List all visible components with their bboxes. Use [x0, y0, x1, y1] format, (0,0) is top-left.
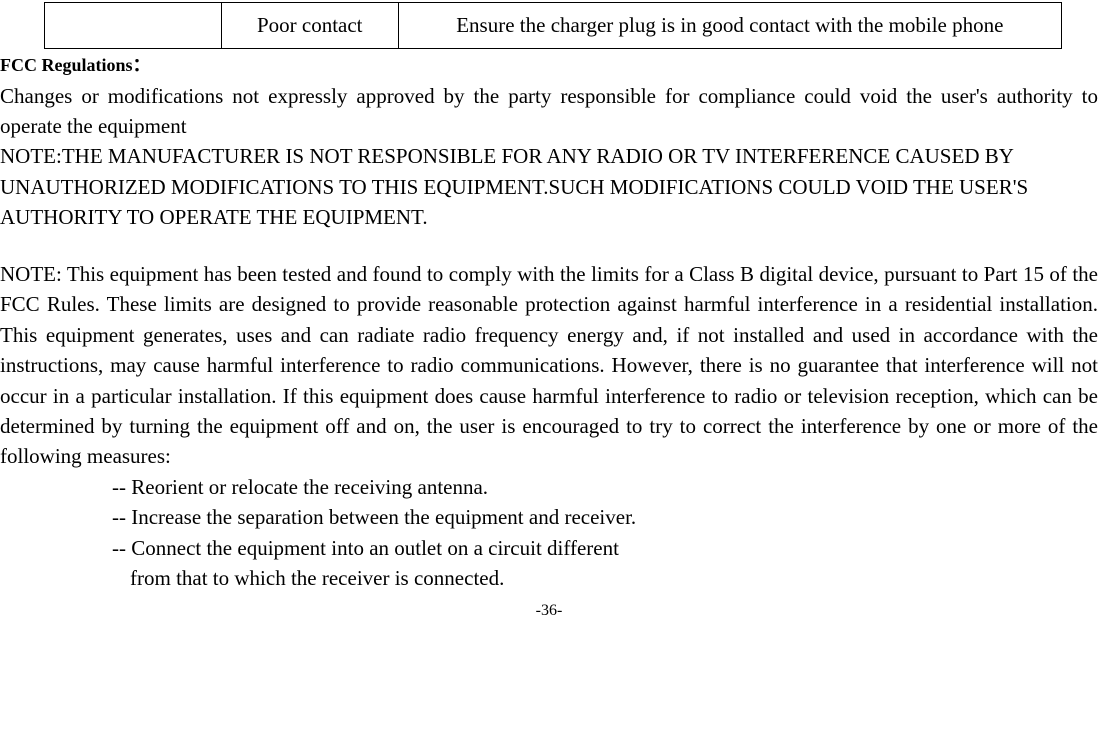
table-cell-empty	[45, 3, 222, 49]
page-number: -36-	[0, 600, 1098, 622]
bullet-outlet-cont: from that to which the receiver is conne…	[130, 563, 1098, 593]
page-content: Poor contact Ensure the charger plug is …	[0, 2, 1098, 622]
spacer	[0, 233, 1098, 257]
table-cell-solution: Ensure the charger plug is in good conta…	[398, 3, 1061, 49]
bullet-separation: -- Increase the separation between the e…	[112, 502, 1098, 532]
table-cell-issue: Poor contact	[221, 3, 398, 49]
bullet-outlet: -- Connect the equipment into an outlet …	[112, 533, 1098, 563]
fcc-heading: FCC Regulations：	[0, 53, 1098, 78]
troubleshoot-table: Poor contact Ensure the charger plug is …	[44, 2, 1062, 49]
table-row: Poor contact Ensure the charger plug is …	[45, 3, 1062, 49]
paragraph-note-manufacturer: NOTE:THE MANUFACTURER IS NOT RESPONSIBLE…	[0, 141, 1098, 232]
paragraph-changes: Changes or modifications not expressly a…	[0, 81, 1098, 142]
paragraph-note-classb: NOTE: This equipment has been tested and…	[0, 259, 1098, 472]
bullet-reorient: -- Reorient or relocate the receiving an…	[112, 472, 1098, 502]
